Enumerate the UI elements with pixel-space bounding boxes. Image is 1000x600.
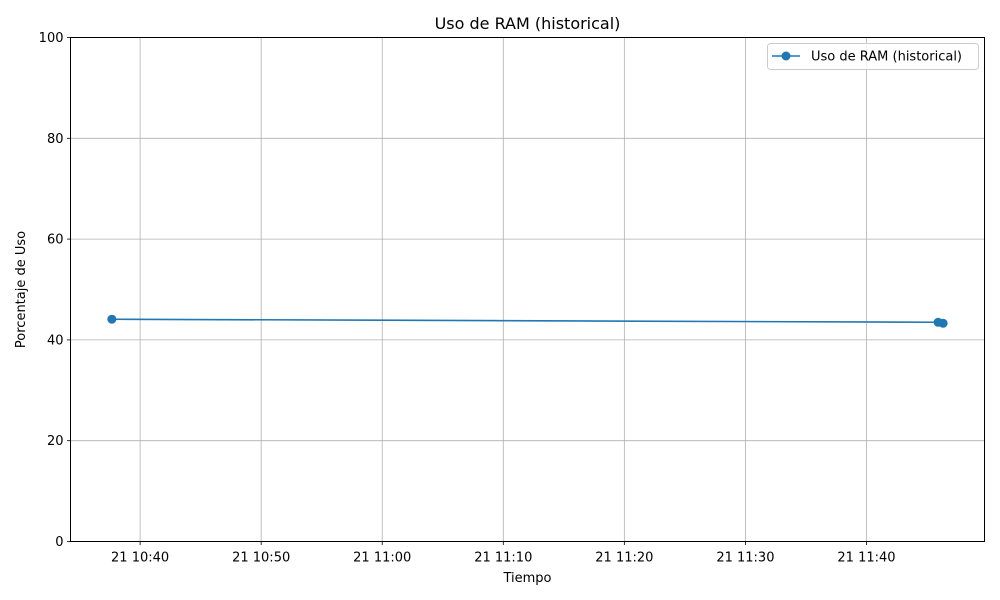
x-tick-label: 21 11:40 bbox=[837, 551, 895, 566]
plot-frame bbox=[70, 37, 985, 542]
y-tick-label: 60 bbox=[47, 233, 64, 248]
x-axis: 21 10:40 21 10:50 21 11:00 21 11:10 21 11:20… bbox=[111, 541, 896, 566]
legend: Uso de RAM (historical) bbox=[767, 43, 979, 70]
y-tick-label: 20 bbox=[47, 434, 64, 449]
legend-entry-label: Uso de RAM (historical) bbox=[811, 50, 962, 65]
y-tick-label: 0 bbox=[55, 535, 63, 550]
x-axis-label: Tiempo bbox=[502, 571, 551, 586]
data-point bbox=[107, 314, 117, 324]
x-tick-label: 21 11:00 bbox=[353, 551, 411, 566]
y-tick-label: 80 bbox=[47, 132, 64, 147]
chart-title: Uso de RAM (historical) bbox=[435, 14, 621, 33]
x-tick-label: 21 10:50 bbox=[232, 551, 290, 566]
data-point bbox=[938, 318, 948, 328]
y-axis-label: Porcentaje de Uso bbox=[14, 231, 29, 348]
y-tick-label: 40 bbox=[47, 333, 64, 348]
legend-box bbox=[767, 43, 979, 70]
x-tick-label: 21 11:20 bbox=[595, 551, 653, 566]
series-layer bbox=[107, 314, 948, 328]
x-tick-label: 21 11:10 bbox=[474, 551, 532, 566]
legend-marker-swatch bbox=[781, 51, 791, 61]
x-tick-label: 21 10:40 bbox=[111, 551, 169, 566]
y-tick-label: 100 bbox=[39, 31, 64, 46]
x-tick-label: 21 11:30 bbox=[716, 551, 774, 566]
y-axis: 0 20 40 60 80 100 bbox=[39, 31, 71, 550]
